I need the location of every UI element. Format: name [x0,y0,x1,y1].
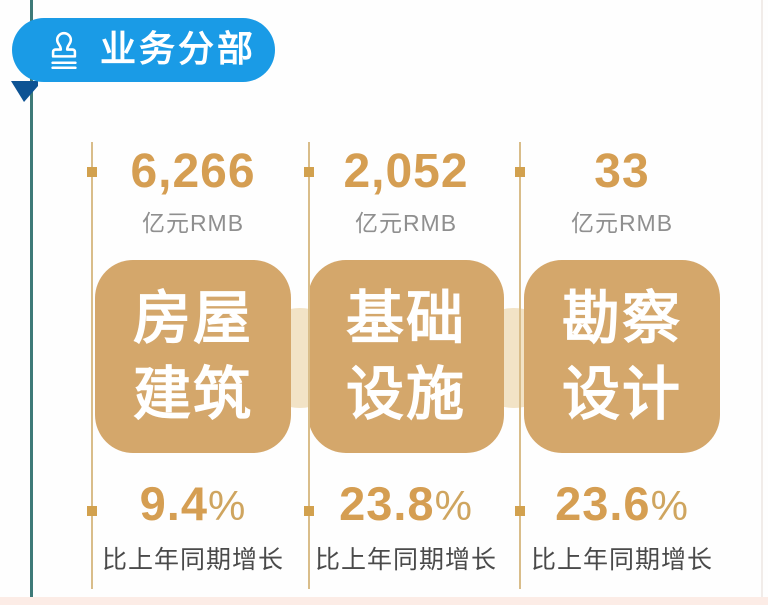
percent-sign: % [434,482,473,529]
segment-column-survey-design: 33 亿元RMB 勘察 设计 23.6% 比上年同期增长 [522,140,722,600]
ribbon-fold [11,81,39,108]
segment-revenue-unit: 亿元RMB [141,210,245,236]
card-right-border [761,0,763,597]
card-left-border [30,0,33,597]
divider-square-marker [515,506,525,516]
segment-growth-value: 9.4% [139,477,247,530]
segment-revenue-unit: 亿元RMB [570,210,674,236]
segment-name-line1: 基础 [345,286,466,352]
segment-revenue-value: 2,052 [343,145,469,198]
segment-growth-label: 比上年同期增长 [530,546,713,574]
divider-square-marker [87,167,97,177]
segment-growth-value: 23.6% [555,477,689,530]
segment-revenue-unit: 亿元RMB [354,210,458,236]
segment-revenue-value: 33 [594,145,650,198]
column-divider [515,142,525,589]
segment-revenue-value: 6,266 [130,145,256,198]
segment-name-card: 勘察 设计 [524,260,720,453]
percent-sign: % [207,482,247,529]
segment-growth-value: 23.8% [339,477,473,530]
column-divider [304,142,314,589]
section-title: 业务分部 [100,28,257,69]
segment-name-card: 房屋 建筑 [95,260,291,453]
segment-growth-label: 比上年同期增长 [314,546,497,574]
stamp-icon [44,29,84,71]
segment-name-line2: 建筑 [132,361,253,427]
segment-name-line2: 设施 [345,361,466,427]
segment-name-line2: 设计 [561,361,682,427]
divider-square-marker [87,506,97,516]
segment-column-infrastructure: 2,052 亿元RMB 基础 设施 23.8% 比上年同期增长 [307,140,505,600]
section-header-ribbon: 业务分部 [12,18,275,82]
segment-name-line1: 勘察 [561,286,682,352]
divider-square-marker [304,506,314,516]
segment-column-housing: 6,266 亿元RMB 房屋 建筑 9.4% 比上年同期增长 [93,140,293,600]
bottom-accent-band [0,597,768,605]
column-divider [87,142,97,589]
divider-square-marker [304,167,314,177]
segment-growth-label: 比上年同期增长 [101,546,284,574]
divider-square-marker [515,167,525,177]
segment-name-line1: 房屋 [132,286,253,352]
percent-sign: % [650,482,689,529]
segment-name-card: 基础 设施 [308,260,504,453]
